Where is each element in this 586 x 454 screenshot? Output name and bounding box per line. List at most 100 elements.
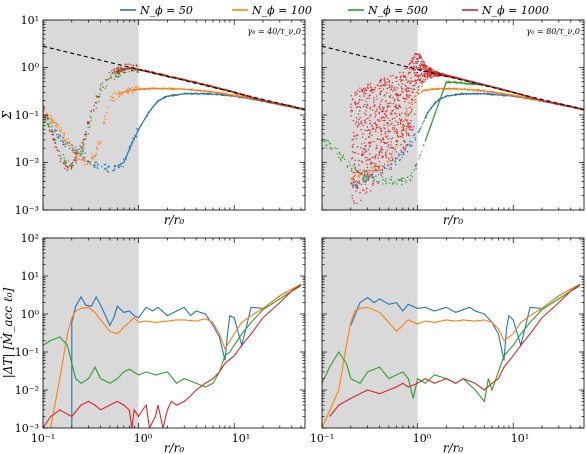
data-point: [132, 137, 134, 139]
data-point: [384, 82, 386, 85]
data-point: [372, 182, 374, 184]
data-point: [357, 186, 359, 189]
data-point: [391, 118, 394, 120]
data-point: [405, 76, 407, 79]
data-point: [402, 123, 404, 126]
data-point: [411, 91, 413, 93]
data-point: [373, 97, 375, 99]
data-point: [366, 83, 369, 86]
data-point: [372, 88, 374, 91]
series-n100: [350, 87, 584, 186]
data-point: [377, 174, 380, 176]
data-point: [52, 118, 54, 120]
data-point: [381, 164, 383, 167]
data-point: [366, 169, 368, 171]
data-point: [412, 88, 414, 91]
data-point: [85, 160, 87, 162]
data-point: [96, 166, 99, 168]
data-point: [419, 154, 422, 156]
data-point: [359, 123, 361, 126]
data-point: [401, 132, 403, 135]
data-point: [409, 112, 411, 114]
data-point: [69, 164, 72, 166]
data-point: [390, 168, 393, 170]
data-point: [382, 171, 384, 174]
data-point: [388, 81, 390, 83]
data-point: [356, 184, 358, 186]
data-point: [362, 148, 365, 150]
data-point: [367, 177, 369, 179]
data-point: [424, 67, 426, 69]
data-point: [387, 165, 389, 167]
data-point: [373, 156, 376, 158]
data-point: [67, 138, 69, 140]
data-point: [360, 172, 363, 174]
data-point: [83, 160, 86, 162]
data-point: [329, 146, 332, 149]
data-point: [359, 192, 361, 194]
data-point: [397, 97, 399, 99]
data-point: [354, 152, 357, 154]
data-point: [402, 76, 405, 78]
data-point: [77, 151, 79, 153]
y-tick-label: 10⁻³: [15, 204, 39, 217]
data-point: [410, 66, 412, 68]
data-point: [71, 148, 74, 150]
data-point: [397, 107, 399, 109]
data-point: [65, 162, 68, 164]
data-point: [420, 70, 422, 72]
data-point: [63, 139, 66, 141]
data-point: [114, 164, 116, 167]
data-point: [76, 153, 78, 155]
data-point: [391, 156, 393, 158]
data-point: [393, 127, 396, 129]
data-point: [90, 157, 93, 160]
data-point: [54, 130, 57, 132]
data-point: [408, 80, 410, 82]
data-point: [414, 62, 416, 65]
data-point: [124, 63, 126, 65]
data-point: [89, 162, 91, 164]
data-point: [58, 129, 61, 131]
data-point: [99, 93, 101, 95]
data-point: [121, 67, 123, 70]
data-point: [392, 74, 394, 77]
data-point: [58, 150, 61, 152]
data-point: [417, 66, 419, 69]
data-point: [357, 153, 359, 155]
data-point: [60, 129, 62, 131]
data-point: [359, 91, 361, 93]
data-point: [368, 97, 370, 99]
data-point: [360, 199, 362, 201]
data-point: [405, 108, 408, 110]
data-point: [351, 170, 353, 172]
data-point: [50, 118, 52, 120]
data-point: [430, 67, 432, 70]
data-point: [110, 77, 113, 79]
data-point: [387, 81, 389, 84]
data-point: [392, 151, 394, 153]
data-point: [354, 180, 356, 183]
data-point: [392, 129, 394, 131]
data-point: [117, 66, 120, 68]
data-point: [396, 132, 399, 135]
data-point: [61, 139, 63, 142]
data-point: [364, 121, 367, 124]
data-point: [399, 94, 401, 97]
data-point: [332, 147, 334, 150]
data-point: [399, 79, 401, 81]
data-point: [409, 135, 411, 137]
data-point: [385, 178, 387, 180]
data-point: [407, 94, 409, 96]
data-point: [392, 158, 394, 161]
data-point: [402, 91, 404, 94]
data-point: [390, 75, 392, 77]
data-point: [358, 164, 360, 166]
data-point: [377, 165, 379, 168]
data-point: [67, 168, 69, 170]
data-point: [423, 64, 425, 67]
data-point: [79, 145, 81, 147]
data-point: [428, 70, 430, 73]
data-point: [406, 120, 408, 123]
data-point: [408, 128, 411, 130]
